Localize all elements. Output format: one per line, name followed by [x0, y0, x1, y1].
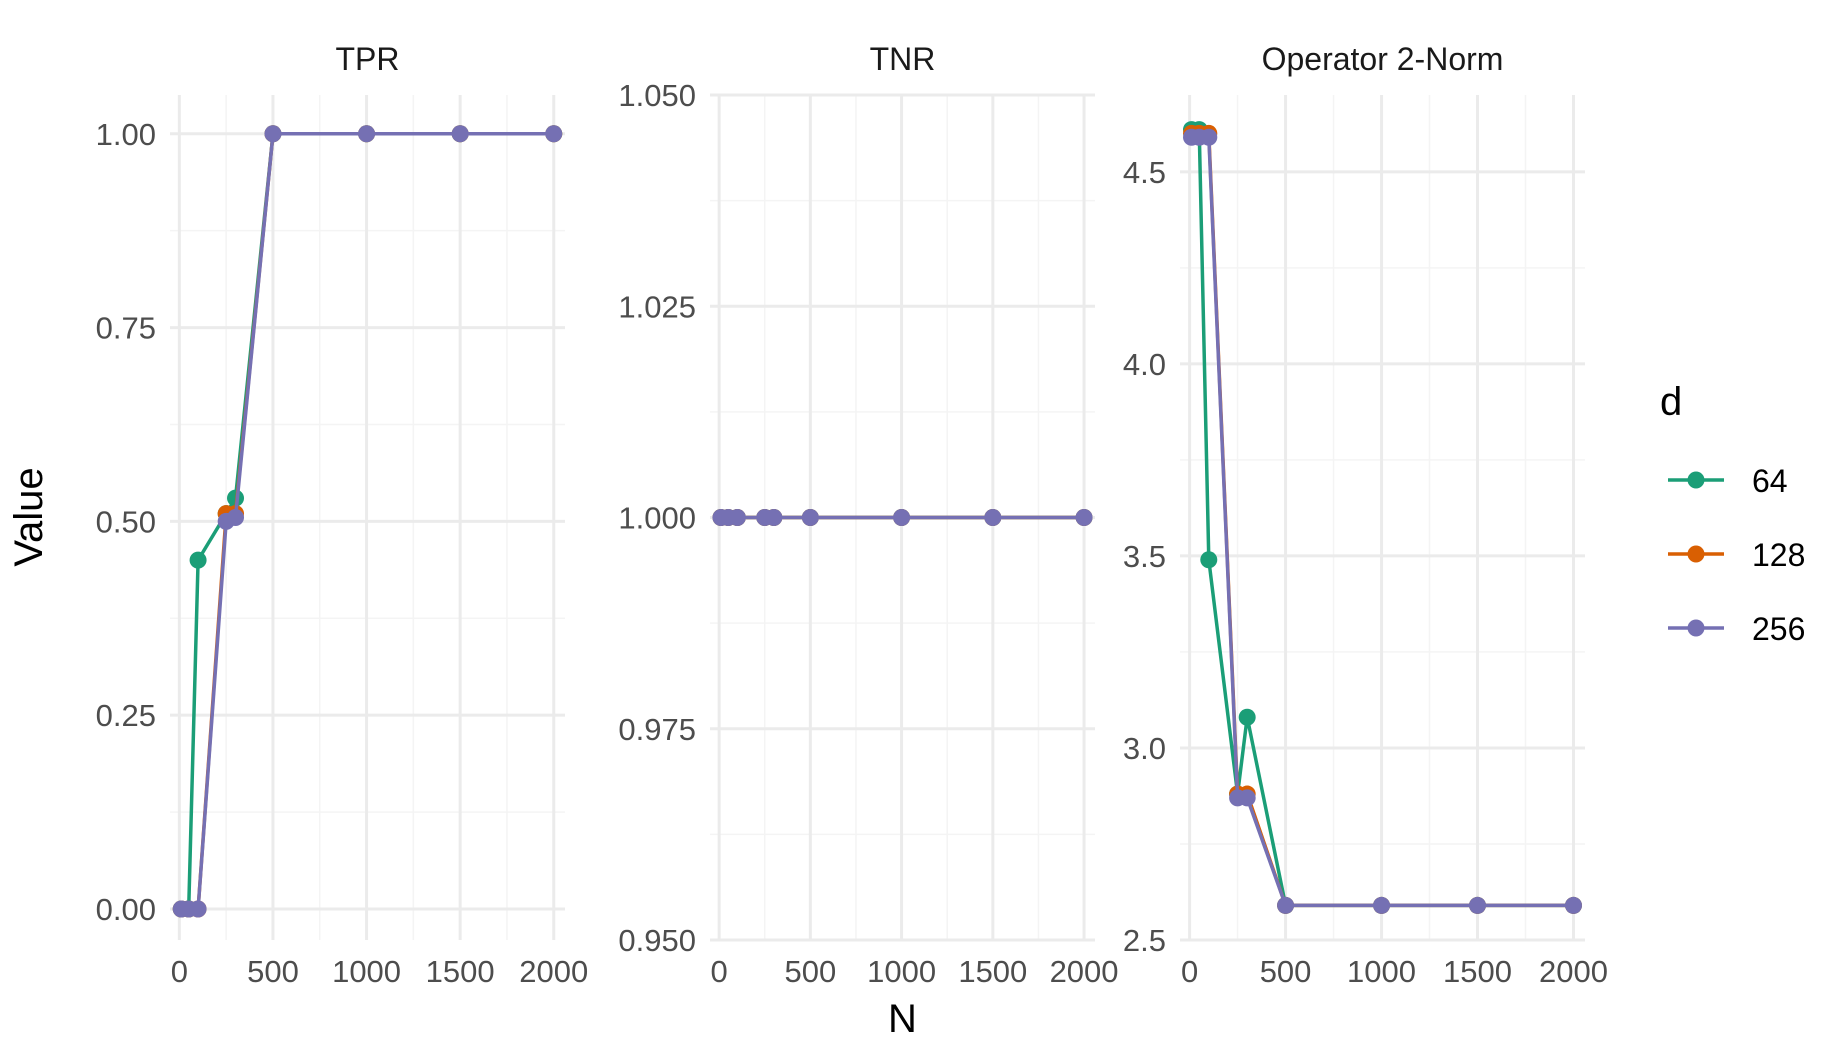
facet-panel-2: 0 500 1000 1500 2000 0.950 0.975 1.000 1.025 1.05… — [618, 41, 1118, 989]
data-point-256 — [189, 900, 207, 918]
data-point-256 — [765, 509, 783, 526]
legend-key-point-128 — [1687, 545, 1705, 563]
data-point-64 — [189, 551, 207, 569]
y-tick-label: 1.050 — [618, 78, 696, 113]
legend: d 64 128 256 — [1660, 380, 1805, 647]
x-tick-label: 1000 — [1347, 954, 1416, 989]
x-tick-label: 0 — [1181, 954, 1198, 989]
x-tick-label: 1500 — [426, 954, 495, 989]
x-tick-label: 2000 — [1050, 954, 1119, 989]
data-point-256 — [264, 125, 282, 143]
x-tick-label: 500 — [784, 954, 836, 989]
data-point-256 — [1075, 509, 1093, 526]
y-tick-label: 3.0 — [1123, 731, 1166, 766]
y-tick-label: 4.5 — [1123, 155, 1166, 190]
data-point-256 — [545, 125, 563, 143]
data-point-256 — [1469, 896, 1487, 914]
legend-title: d — [1660, 380, 1682, 424]
data-point-256 — [1277, 896, 1295, 914]
y-tick-label: 0.950 — [618, 923, 696, 958]
data-point-256 — [1373, 896, 1391, 914]
data-point-256 — [451, 125, 469, 143]
data-point-256 — [1238, 789, 1256, 807]
y-tick-label: 2.5 — [1123, 923, 1166, 958]
data-point-256 — [728, 509, 746, 526]
data-point-64 — [1200, 551, 1218, 569]
legend-label-128: 128 — [1752, 537, 1805, 573]
legend-key-point-64 — [1687, 471, 1705, 489]
y-axis-title: Value — [7, 467, 51, 566]
y-tick-label: 0.25 — [96, 698, 156, 733]
x-tick-label: 1000 — [332, 954, 401, 989]
y-tick-label: 0.00 — [96, 892, 156, 927]
x-tick-label: 2000 — [1539, 954, 1608, 989]
y-tick-label: 0.50 — [96, 504, 156, 539]
legend-key-point-256 — [1687, 619, 1705, 637]
y-tick-label: 1.000 — [618, 501, 696, 536]
y-tick-label: 0.975 — [618, 712, 696, 747]
x-tick-label: 1500 — [958, 954, 1027, 989]
x-tick-label: 1500 — [1443, 954, 1512, 989]
x-tick-label: 0 — [710, 954, 727, 989]
y-tick-label: 1.025 — [618, 289, 696, 324]
data-point-256 — [801, 509, 819, 526]
facet-title: TNR — [870, 41, 936, 77]
y-tick-label: 0.75 — [96, 311, 156, 346]
x-tick-label: 500 — [1260, 954, 1312, 989]
data-point-256 — [227, 509, 245, 526]
facet-panel-3: 0 500 1000 1500 2000 2.5 3.0 3.5 4.0 4.5 Operator … — [1123, 41, 1608, 989]
y-tick-label: 4.0 — [1123, 347, 1166, 382]
data-point-256 — [1200, 128, 1218, 146]
legend-label-256: 256 — [1752, 611, 1805, 647]
facet-title: TPR — [336, 41, 400, 77]
data-point-256 — [984, 509, 1002, 526]
x-axis-title: N — [888, 997, 917, 1041]
legend-label-64: 64 — [1752, 463, 1788, 499]
x-tick-label: 2000 — [519, 954, 588, 989]
data-point-64 — [1238, 708, 1256, 726]
x-tick-label: 500 — [247, 954, 299, 989]
y-tick-label: 1.00 — [96, 117, 156, 152]
x-tick-label: 1000 — [867, 954, 936, 989]
data-point-256 — [893, 509, 911, 526]
facet-panel-1: 0 500 1000 1500 2000 0.00 0.25 0.50 0.75 1.00 TPR — [96, 41, 589, 989]
data-point-256 — [358, 125, 376, 143]
y-tick-label: 3.5 — [1123, 539, 1166, 574]
x-tick-label: 0 — [171, 954, 188, 989]
facet-title: Operator 2-Norm — [1262, 41, 1504, 77]
data-point-256 — [1564, 896, 1582, 914]
